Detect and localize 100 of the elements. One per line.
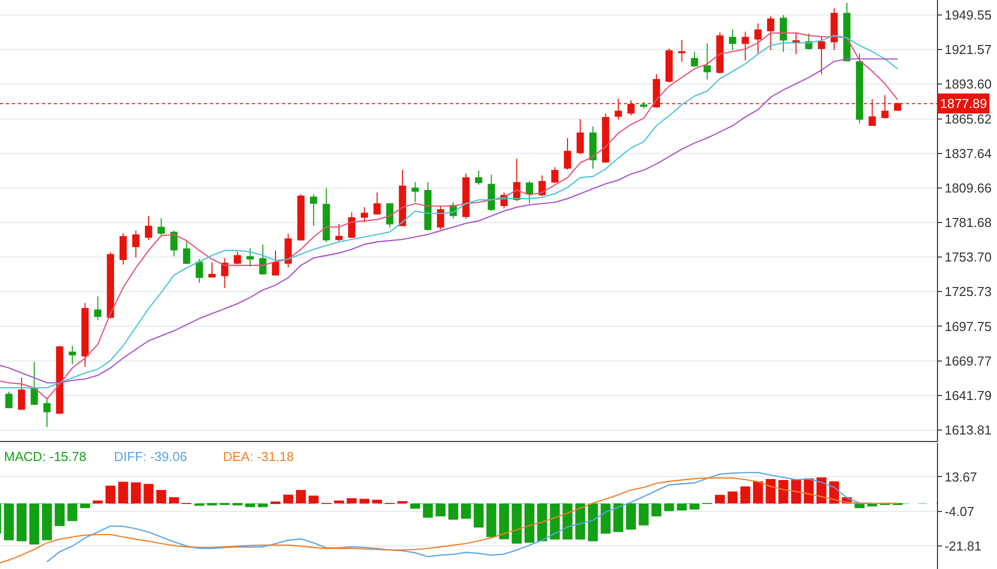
y-tick-label: 1753.70 [944, 250, 992, 265]
bar [106, 486, 116, 504]
candlestick [462, 173, 470, 219]
bar [359, 498, 370, 504]
y-tick-label: -21.81 [944, 538, 982, 554]
candlestick [56, 345, 64, 414]
y-tick-label: 1641.79 [944, 388, 992, 403]
bar [499, 503, 509, 540]
y-tick-label: 1949.55 [944, 8, 992, 23]
candlestick [284, 233, 292, 268]
line-series [46, 472, 873, 562]
candlestick [792, 32, 800, 55]
bar [42, 503, 52, 540]
bar [613, 503, 624, 532]
bar [524, 503, 534, 543]
y-tick-label: 1865.62 [944, 111, 992, 126]
bar [816, 477, 826, 504]
bar [245, 503, 256, 508]
bar [308, 496, 319, 504]
bar [537, 503, 548, 542]
candlestick [43, 397, 51, 428]
candlestick [335, 223, 343, 242]
y-tick-label: 1725.73 [944, 284, 992, 300]
bar [130, 482, 141, 504]
candlestick [132, 230, 140, 258]
candlestick [830, 8, 838, 51]
bar [753, 481, 763, 504]
candlestick [716, 32, 724, 74]
y-tick-label: 1893.60 [944, 76, 992, 92]
bar [296, 490, 306, 504]
bar [600, 503, 611, 534]
candlestick [843, 2, 850, 62]
bar [676, 503, 687, 510]
ref-line-label: 1877.89 [940, 96, 987, 111]
candlestick [360, 206, 368, 223]
bar [626, 503, 636, 530]
bar [638, 503, 649, 526]
y-tick-label: 1697.75 [944, 318, 992, 334]
candlestick [68, 345, 76, 365]
y-tick-label: 1837.64 [944, 146, 992, 161]
bar [346, 498, 357, 504]
bar [283, 494, 294, 504]
candlestick [526, 180, 534, 204]
bar [16, 503, 27, 542]
candlestick [780, 14, 787, 52]
bar [448, 503, 458, 520]
y-tick-label: 13.67 [944, 469, 978, 484]
bar [67, 503, 78, 522]
text: DIFF: -39.06 [114, 449, 187, 464]
candlestick [754, 22, 762, 55]
bar [334, 500, 344, 504]
candlestick [234, 251, 242, 265]
bar [562, 503, 572, 540]
candlestick [81, 302, 89, 368]
bar [92, 500, 103, 504]
candlestick [704, 42, 711, 80]
candlestick [348, 212, 356, 239]
bar [144, 484, 154, 504]
bar [651, 503, 662, 516]
candlestick [538, 174, 546, 197]
bar [474, 503, 484, 528]
bar [258, 503, 268, 508]
candlestick [106, 252, 114, 320]
candlestick [310, 194, 318, 226]
bar [80, 503, 90, 508]
bar [4, 503, 14, 540]
candlestick [742, 31, 749, 61]
text: MACD: -15.78 [4, 449, 86, 464]
candlestick [221, 257, 228, 288]
candlestick [246, 248, 254, 268]
candlestick [488, 174, 495, 212]
candlestick [412, 182, 419, 203]
candlestick [665, 48, 673, 83]
candlestick [589, 126, 597, 170]
candlestick [728, 28, 736, 51]
candlestick [551, 166, 558, 184]
candlestick [767, 16, 774, 51]
bar [740, 486, 750, 504]
bar [778, 480, 788, 504]
bar [486, 503, 496, 538]
candlestick [196, 258, 203, 284]
candlestick [856, 52, 864, 124]
bar [410, 503, 420, 509]
candlestick [678, 40, 686, 62]
bar [690, 503, 700, 510]
bar [372, 500, 382, 504]
candlestick [208, 262, 216, 278]
candlestick [436, 206, 444, 230]
candlestick [144, 216, 152, 240]
bar [550, 503, 560, 540]
candlestick [640, 101, 648, 110]
candlestick [373, 192, 381, 216]
candlestick [183, 240, 190, 265]
candlestick [259, 244, 266, 276]
candlestick [18, 377, 26, 410]
bar [118, 482, 128, 504]
bar [29, 503, 40, 545]
text: DEA: -31.18 [223, 449, 294, 464]
y-tick-label: -4.07 [944, 504, 974, 519]
candlestick [602, 113, 610, 164]
